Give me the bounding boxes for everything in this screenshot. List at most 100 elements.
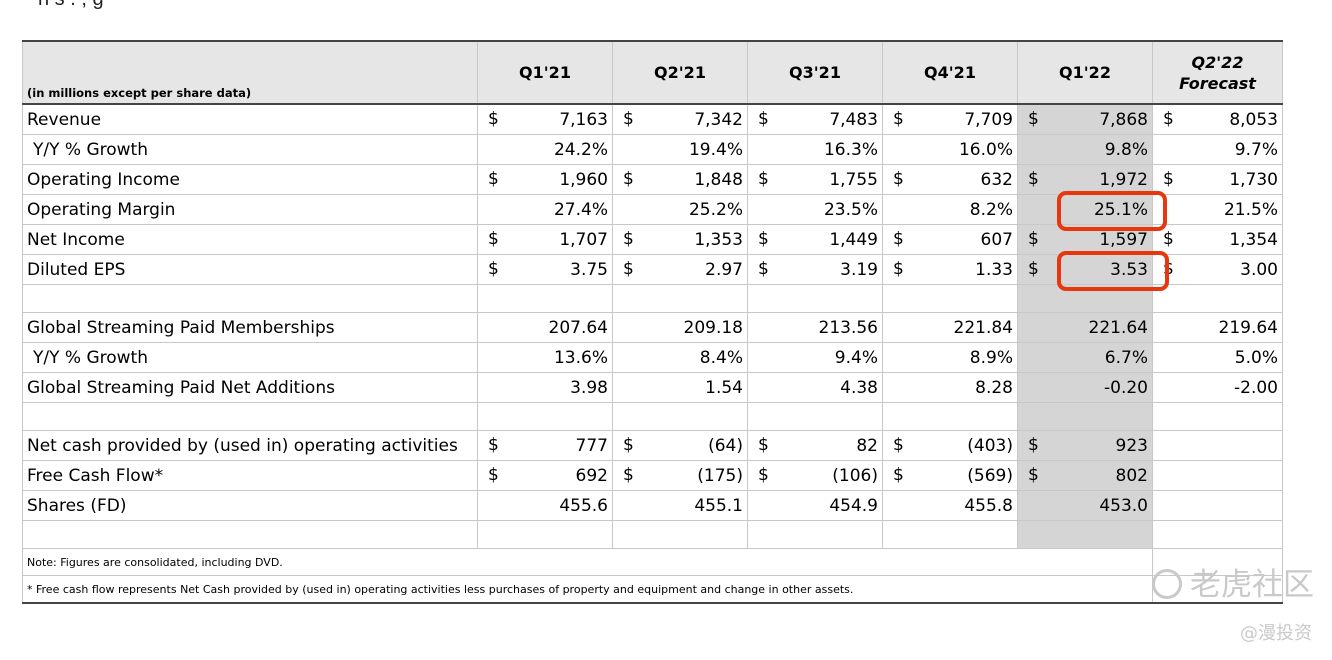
value-cell: $ (175)	[612, 460, 748, 491]
value-cell: $1,960	[477, 164, 613, 195]
empty-cell	[1152, 520, 1283, 549]
value-cell: $3.75	[477, 254, 613, 285]
value-cell: $1.33	[882, 254, 1018, 285]
highlight-diluted-eps	[1057, 251, 1169, 291]
value: 3.00	[1240, 259, 1278, 280]
table-row: Y/Y % Growth 13.6% 8.4% 9.4% 8.9% 6.7% 5.0%	[22, 342, 1283, 373]
value-cell: $692	[477, 460, 613, 491]
value-cell: 4.38	[747, 372, 883, 403]
table-row: Diluted EPS $3.75 $2.97 $3.19 $1.33 $3.53 $3.0…	[22, 254, 1283, 285]
value: (403)	[967, 435, 1013, 456]
currency-symbol: $	[1028, 229, 1039, 249]
empty-cell	[747, 284, 883, 313]
value-cell: 453.0	[1017, 490, 1153, 521]
currency-symbol: $	[488, 229, 499, 249]
table-row: Operating Margin 27.4% 25.2% 23.5% 8.2% 25.1%…	[22, 194, 1283, 225]
value: (106)	[832, 465, 878, 486]
currency-symbol: $	[1028, 435, 1039, 455]
value-cell: $1,449	[747, 224, 883, 255]
header-row: (in millions except per share data) Q1'2…	[22, 40, 1283, 105]
value: 1,354	[1229, 229, 1278, 250]
value: 8.4%	[699, 347, 743, 368]
value-cell: 221.64	[1017, 312, 1153, 343]
value: 3.75	[570, 259, 608, 280]
value: 4.38	[840, 377, 878, 398]
value: 9.4%	[834, 347, 878, 368]
currency-symbol: $	[893, 169, 904, 189]
row-label: Revenue	[22, 103, 478, 135]
value-cell: $ (106)	[747, 460, 883, 491]
empty-cell	[1017, 520, 1153, 549]
value-cell: $7,483	[747, 103, 883, 135]
value: 802	[1115, 465, 1148, 486]
value-cell: $7,342	[612, 103, 748, 135]
value-cell: 16.0%	[882, 134, 1018, 165]
value: 1,730	[1229, 169, 1278, 190]
value-cell: 207.64	[477, 312, 613, 343]
value: 1,449	[829, 229, 878, 250]
row-label: Global Streaming Paid Memberships	[22, 312, 478, 343]
value: 607	[980, 229, 1013, 250]
value: 7,483	[829, 109, 878, 130]
value-cell: 455.6	[477, 490, 613, 521]
watermark-handle: @漫投资	[1240, 623, 1312, 644]
currency-symbol: $	[1163, 169, 1174, 189]
value: 209.18	[683, 317, 743, 338]
value-cell: 455.1	[612, 490, 748, 521]
empty-cell	[882, 284, 1018, 313]
empty-cell	[1152, 284, 1283, 313]
table-row: Global Streaming Paid Net Additions 3.98 1…	[22, 372, 1283, 403]
value: 454.9	[829, 495, 878, 516]
value-cell: $3.53	[1017, 254, 1153, 285]
empty-cell	[882, 520, 1018, 549]
value-cell: 213.56	[747, 312, 883, 343]
forecast-quarter: Q2'22	[1191, 52, 1244, 72]
value: 1,960	[559, 169, 608, 190]
watermark-brand: 老虎社区	[1152, 559, 1314, 604]
table-row: Net cash provided by (used in) operating…	[22, 430, 1283, 461]
spacer-row	[22, 520, 1283, 549]
currency-symbol: $	[1028, 109, 1039, 129]
column-header: Q4'21	[882, 40, 1018, 105]
currency-symbol: $	[1163, 229, 1174, 249]
currency-symbol: $	[893, 465, 904, 485]
watermark-brand-text: 老虎社区	[1190, 567, 1314, 603]
footnote: * Free cash flow represents Net Cash pro…	[22, 575, 1153, 604]
currency-symbol: $	[1028, 465, 1039, 485]
value-cell	[1152, 430, 1283, 461]
value-cell: $1,755	[747, 164, 883, 195]
value: 213.56	[818, 317, 878, 338]
row-label: Y/Y % Growth	[22, 342, 478, 373]
empty-cell	[1152, 402, 1283, 431]
row-label: Operating Income	[22, 164, 478, 195]
value-cell: 219.64	[1152, 312, 1283, 343]
value-cell: $1,848	[612, 164, 748, 195]
value: 7,342	[694, 109, 743, 130]
value-cell: $607	[882, 224, 1018, 255]
row-label: Y/Y % Growth	[22, 134, 478, 165]
value-cell: 16.3%	[747, 134, 883, 165]
currency-symbol: $	[623, 465, 634, 485]
value-cell: $8,053	[1152, 103, 1283, 135]
currency-symbol: $	[1028, 169, 1039, 189]
currency-symbol: $	[758, 169, 769, 189]
forecast-column-header: Q2'22 Forecast	[1152, 40, 1283, 105]
currency-symbol: $	[893, 229, 904, 249]
value: 3.53	[1110, 259, 1148, 280]
currency-symbol: $	[488, 169, 499, 189]
value-cell: 19.4%	[612, 134, 748, 165]
value-cell: $632	[882, 164, 1018, 195]
value: 221.84	[953, 317, 1013, 338]
value-cell: $2.97	[612, 254, 748, 285]
value-cell: $ (569)	[882, 460, 1018, 491]
empty-cell	[22, 284, 478, 313]
value-cell: 5.0%	[1152, 342, 1283, 373]
empty-cell	[22, 520, 478, 549]
currency-symbol: $	[623, 259, 634, 279]
cropped-intro-text: n s . , g	[0, 0, 1332, 14]
value: 8.9%	[969, 347, 1013, 368]
row-label: Operating Margin	[22, 194, 478, 225]
value: 9.8%	[1104, 139, 1148, 160]
value-cell: $82	[747, 430, 883, 461]
value-cell: $1,354	[1152, 224, 1283, 255]
